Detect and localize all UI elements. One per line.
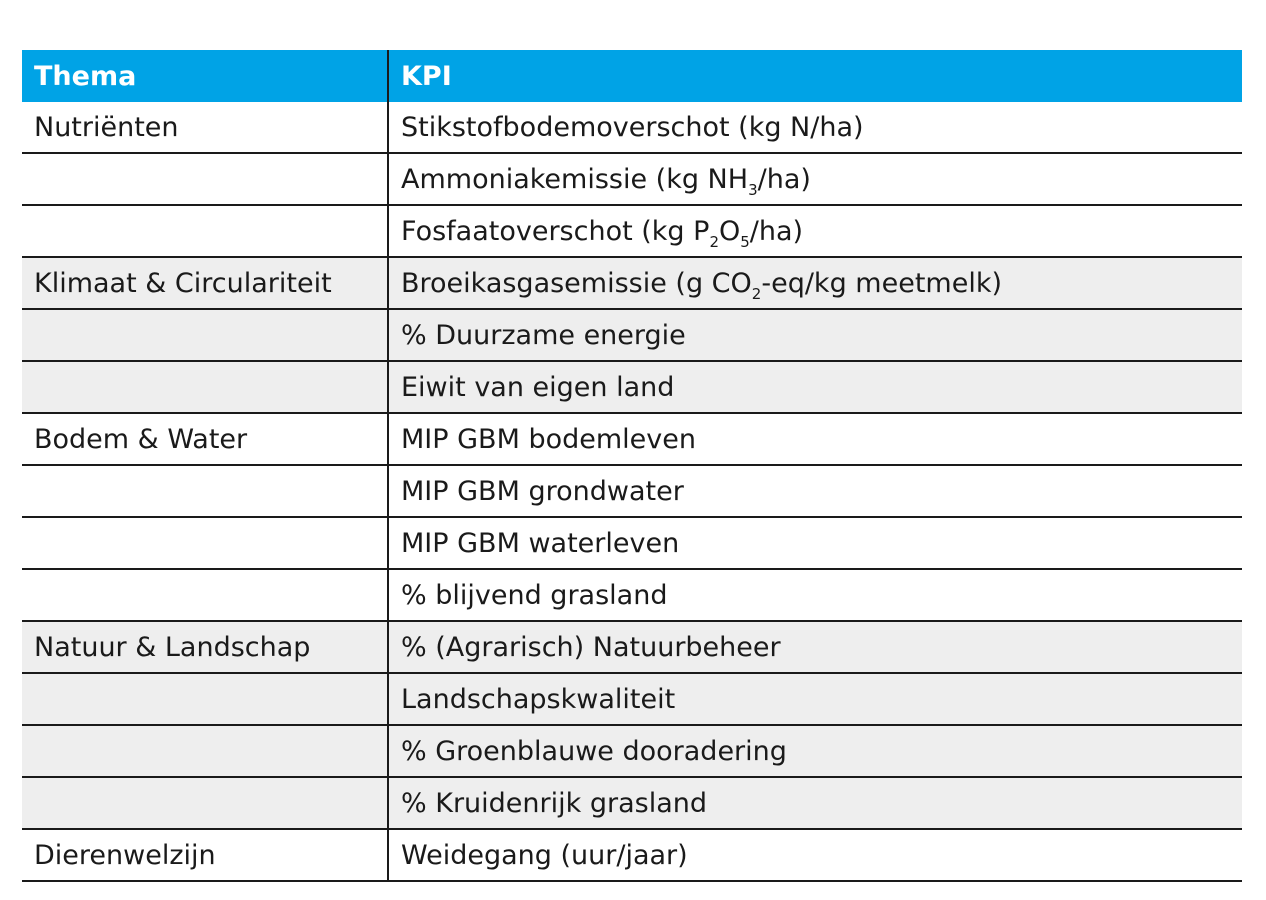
kpi-text: % Groenblauwe dooradering <box>401 735 787 767</box>
theme-cell: Nutriënten <box>22 102 388 154</box>
kpi-cell: Landschapskwaliteit <box>387 673 1242 726</box>
kpi-text: % (Agrarisch) Natuurbeheer <box>401 631 781 663</box>
kpi-text: % Kruidenrijk grasland <box>401 787 707 819</box>
table-row: Natuur & Landschap % (Agrarisch) Natuurbe… <box>22 621 1242 674</box>
table-row: Bodem & Water MIP GBM bodemleven <box>22 413 1242 466</box>
kpi-text: Weidegang (uur/jaar) <box>401 839 688 871</box>
kpi-cell: % blijvend grasland <box>387 569 1242 622</box>
theme-cell: Natuur & Landschap <box>22 621 388 674</box>
kpi-cell: Weidegang (uur/jaar) <box>387 829 1242 882</box>
table-row: Klimaat & Circulariteit Broeikasgasemissi… <box>22 257 1242 310</box>
theme-cell: Klimaat & Circulariteit <box>22 257 388 310</box>
table-row: Landschapskwaliteit <box>22 673 1242 726</box>
theme-cell: Bodem & Water <box>22 413 388 466</box>
table-row: Dierenwelzijn Weidegang (uur/jaar) <box>22 829 1242 882</box>
table-row: Fosfaatoverschot (kg P2O5/ha) <box>22 205 1242 258</box>
kpi-cell: Broeikasgasemissie (g CO2-eq/kg meetmelk… <box>387 257 1242 310</box>
kpi-cell: % Groenblauwe dooradering <box>387 725 1242 778</box>
theme-cell <box>22 569 388 622</box>
theme-cell <box>22 309 388 362</box>
header-kpi: KPI <box>387 50 1242 102</box>
table-row: Ammoniakemissie (kg NH3/ha) <box>22 153 1242 206</box>
kpi-cell: Stikstofbodemoverschot (kg N/ha) <box>387 102 1242 154</box>
kpi-cell: % Kruidenrijk grasland <box>387 777 1242 830</box>
kpi-cell: Ammoniakemissie (kg NH3/ha) <box>387 153 1242 206</box>
kpi-cell: MIP GBM grondwater <box>387 465 1242 518</box>
kpi-text: Ammoniakemissie (kg NH <box>401 163 749 195</box>
theme-cell <box>22 725 388 778</box>
kpi-cell: Fosfaatoverschot (kg P2O5/ha) <box>387 205 1242 258</box>
kpi-text: -eq/kg meetmelk) <box>761 267 1002 299</box>
kpi-cell: % Duurzame energie <box>387 309 1242 362</box>
kpi-cell: MIP GBM waterleven <box>387 517 1242 570</box>
kpi-subscript: 2 <box>709 232 719 251</box>
table-row: % Duurzame energie <box>22 309 1242 362</box>
kpi-text: MIP GBM waterleven <box>401 527 680 559</box>
kpi-cell: Eiwit van eigen land <box>387 361 1242 414</box>
table-body: Nutriënten Stikstofbodemoverschot (kg N/h… <box>22 102 1242 882</box>
kpi-subscript: 2 <box>751 284 762 303</box>
kpi-text: Broeikasgasemissie (g CO <box>401 267 752 299</box>
kpi-text: /ha) <box>757 163 811 195</box>
kpi-text: Eiwit van eigen land <box>401 371 675 403</box>
header-row: Thema KPI <box>22 50 1242 102</box>
kpi-text: O <box>718 215 741 247</box>
table-row: % Groenblauwe dooradering <box>22 725 1242 778</box>
theme-cell <box>22 361 388 414</box>
theme-cell <box>22 517 388 570</box>
kpi-subscript: 5 <box>740 232 750 251</box>
kpi-text: Stikstofbodemoverschot (kg N/ha) <box>401 111 864 143</box>
theme-cell <box>22 465 388 518</box>
kpi-text: /ha) <box>749 215 804 247</box>
table-row: % Kruidenrijk grasland <box>22 777 1242 830</box>
kpi-text: MIP GBM grondwater <box>401 475 684 507</box>
table-row: MIP GBM waterleven <box>22 517 1242 570</box>
kpi-text: MIP GBM bodemleven <box>401 423 696 455</box>
kpi-cell: % (Agrarisch) Natuurbeheer <box>387 621 1242 674</box>
theme-cell <box>22 205 388 258</box>
table-row: % blijvend grasland <box>22 569 1242 622</box>
kpi-table: Thema KPI Nutriënten Stikstofbodemoversch… <box>22 50 1242 882</box>
header-theme: Thema <box>22 50 388 102</box>
theme-cell <box>22 777 388 830</box>
table-row: MIP GBM grondwater <box>22 465 1242 518</box>
table-row: Nutriënten Stikstofbodemoverschot (kg N/h… <box>22 102 1242 154</box>
kpi-subscript: 3 <box>748 180 758 199</box>
kpi-text: % Duurzame energie <box>401 319 686 351</box>
theme-cell: Dierenwelzijn <box>22 829 388 882</box>
kpi-cell: MIP GBM bodemleven <box>387 413 1242 466</box>
kpi-text: Landschapskwaliteit <box>401 683 676 715</box>
kpi-text: Fosfaatoverschot (kg P <box>401 215 710 247</box>
theme-cell <box>22 673 388 726</box>
theme-cell <box>22 153 388 206</box>
table-row: Eiwit van eigen land <box>22 361 1242 414</box>
kpi-text: % blijvend grasland <box>401 579 668 611</box>
